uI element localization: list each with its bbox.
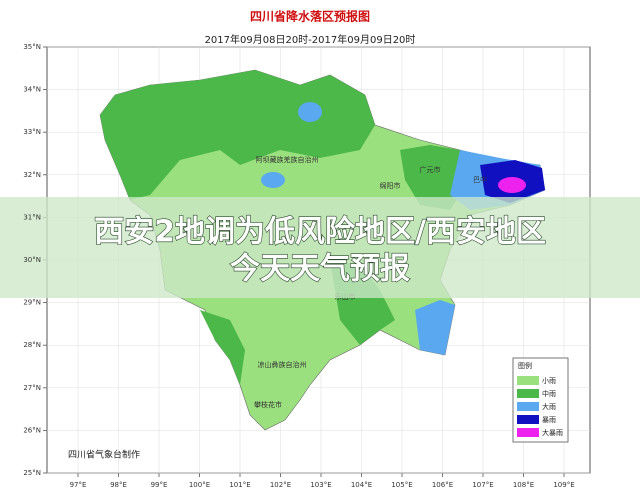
legend-swatch xyxy=(517,376,539,385)
lon-label: 104°E xyxy=(351,481,372,489)
legend-swatch xyxy=(517,428,539,437)
rain-moderate xyxy=(200,310,245,385)
lat-label: 25°N xyxy=(23,469,41,477)
lon-label: 107°E xyxy=(472,481,493,489)
legend-swatch xyxy=(517,402,539,411)
place-label: 广元市 xyxy=(420,165,441,174)
lat-label: 27°N xyxy=(23,384,41,392)
lon-label: 102°E xyxy=(270,481,291,489)
place-label: 攀枝花市 xyxy=(254,400,282,409)
lon-label: 103°E xyxy=(310,481,331,489)
lon-label: 105°E xyxy=(391,481,412,489)
legend: 小雨 中雨 大雨 暴雨 大暴雨 xyxy=(517,376,563,437)
lat-label: 30°N xyxy=(23,256,41,264)
lon-label: 100°E xyxy=(189,481,210,489)
rain-heavy xyxy=(261,172,285,188)
lon-label: 98°E xyxy=(110,481,127,489)
banner-line: 西安2地调为低风险地区/西安地区 xyxy=(94,215,546,250)
rain-heavy xyxy=(415,300,455,355)
lat-label: 29°N xyxy=(23,299,41,307)
legend-swatch xyxy=(517,389,539,398)
lat-label: 31°N xyxy=(23,213,41,221)
legend-label: 大暴雨 xyxy=(542,428,563,437)
legend-label: 小雨 xyxy=(542,376,556,385)
map-title: 四川省降水落区预报图 xyxy=(250,9,370,24)
banner-line: 今天天气预报 xyxy=(230,252,410,287)
legend-label: 中雨 xyxy=(542,389,556,398)
lat-label: 33°N xyxy=(23,128,41,136)
lat-label: 34°N xyxy=(23,86,41,94)
lon-label: 99°E xyxy=(151,481,168,489)
lon-label: 108°E xyxy=(513,481,534,489)
rain-heavy xyxy=(298,102,322,122)
map-subtitle: 2017年09月08日20时-2017年09月09日20时 xyxy=(205,33,416,46)
place-label: 绵阳市 xyxy=(380,181,401,190)
lat-label: 28°N xyxy=(23,341,41,349)
credit: 四川省气象台制作 xyxy=(68,449,140,461)
lon-label: 109°E xyxy=(553,481,574,489)
place-label: 巴中 xyxy=(473,175,487,184)
place-label: 凉山彝族自治州 xyxy=(258,360,307,369)
banner-band xyxy=(0,197,640,298)
place-label: 阿坝藏族羌族自治州 xyxy=(256,155,319,164)
legend-label: 暴雨 xyxy=(542,416,556,424)
lon-label: 106°E xyxy=(432,481,453,489)
legend-title: 图例 xyxy=(518,361,532,370)
rain-moderate xyxy=(100,70,375,200)
lat-label: 35°N xyxy=(23,43,41,51)
lon-label: 97°E xyxy=(70,481,87,489)
legend-swatch xyxy=(517,415,539,424)
rain-heavy-storm xyxy=(498,177,526,193)
lat-label: 26°N xyxy=(23,426,41,434)
lon-label: 101°E xyxy=(229,481,250,489)
legend-label: 大雨 xyxy=(542,402,556,411)
lat-label: 32°N xyxy=(23,171,41,179)
